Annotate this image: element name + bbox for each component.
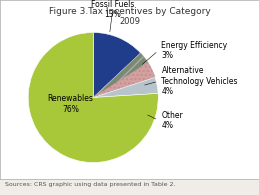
Text: Figure 3.Tax Incentives by Category: Figure 3.Tax Incentives by Category [49,7,210,16]
Text: Energy Efficiency
3%: Energy Efficiency 3% [162,41,228,60]
Text: Fossil Fuels
13%: Fossil Fuels 13% [91,0,134,20]
Text: Sources: CRS graphic using data presented in Table 2.: Sources: CRS graphic using data presente… [5,182,176,187]
Wedge shape [28,33,158,162]
Wedge shape [93,63,155,98]
Text: 2009: 2009 [119,17,140,26]
Wedge shape [93,77,158,98]
Wedge shape [93,53,148,98]
Text: Renewables
76%: Renewables 76% [48,94,93,114]
Wedge shape [93,33,141,98]
Text: Alternative
Technology Vehicles
4%: Alternative Technology Vehicles 4% [162,66,238,96]
Text: Other
4%: Other 4% [162,111,183,130]
